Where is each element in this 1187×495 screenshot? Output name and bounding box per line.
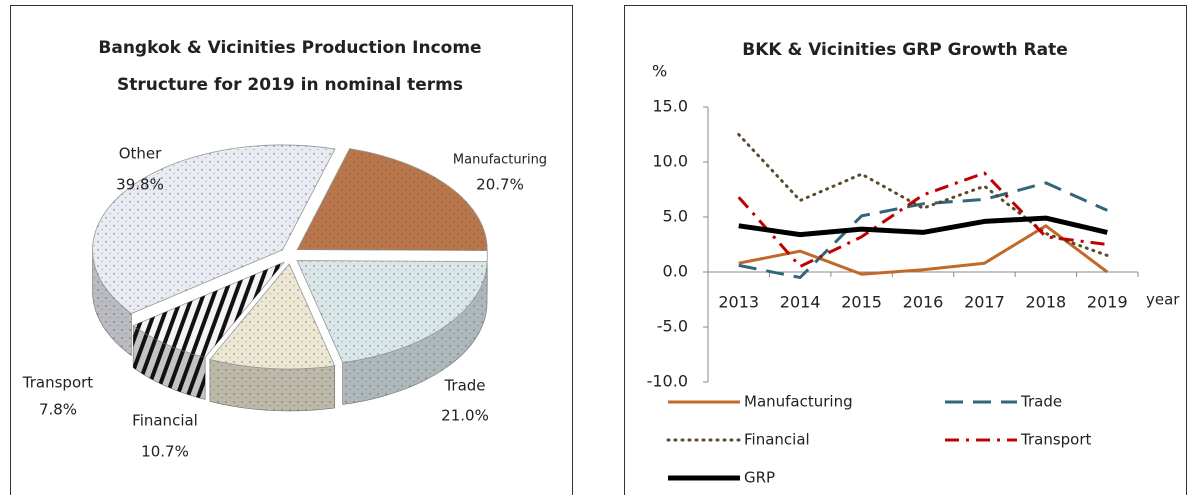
pie-value-label: 7.8% [39, 401, 77, 419]
x-axis-label: year [1146, 291, 1180, 309]
pie-slice-texture [297, 260, 488, 363]
pie-label: Transport [22, 374, 94, 392]
y-tick-label: -5.0 [657, 317, 688, 336]
x-tick-label: 2019 [1087, 293, 1128, 312]
series-line [738, 224, 1109, 276]
pie-side-texture [209, 359, 335, 411]
pie-value-label: 20.7% [476, 176, 524, 194]
series-line [737, 133, 1109, 257]
x-tick-label: 2014 [780, 293, 821, 312]
legend-label: Transport [1020, 431, 1092, 449]
left-frame [10, 5, 573, 495]
pie-title: Structure for 2019 in nominal terms [117, 75, 463, 95]
pie-side-texture [92, 249, 132, 356]
pie-slice-texture [133, 262, 285, 358]
x-tick-label: 2016 [903, 293, 944, 312]
y-tick-label: 15.0 [652, 97, 688, 116]
pie-label: Trade [443, 377, 485, 395]
pie-side-texture [133, 325, 206, 400]
pie-slice-texture [209, 263, 335, 369]
pie-side-texture [342, 261, 488, 405]
pie-label: Financial [132, 412, 198, 430]
right-frame [624, 5, 1187, 495]
x-tick-label: 2015 [841, 293, 882, 312]
line-title: BKK & Vicinities GRP Growth Rate [742, 40, 1068, 60]
series-line [738, 215, 1108, 238]
x-tick-label: 2013 [718, 293, 759, 312]
pie-label: Manufacturing [453, 153, 547, 168]
pie-value-label: 10.7% [141, 443, 189, 461]
pie-value-label: 21.0% [441, 407, 489, 425]
pie-value-label: 39.8% [116, 176, 164, 194]
pie-label: Other [119, 145, 162, 163]
legend-label: Trade [1020, 393, 1062, 411]
legend-label: GRP [744, 469, 775, 487]
y-tick-label: -10.0 [647, 372, 688, 391]
y-tick-label: 5.0 [663, 207, 688, 226]
y-tick-label: 0.0 [663, 262, 688, 281]
y-axis-label: % [652, 62, 667, 81]
x-tick-label: 2018 [1025, 293, 1066, 312]
y-tick-label: 10.0 [652, 152, 688, 171]
legend-label: Financial [744, 431, 810, 449]
pie-slice-texture [297, 148, 488, 251]
legend-label: Manufacturing [744, 393, 853, 411]
series-line [738, 181, 1108, 279]
pie-title: Bangkok & Vicinities Production Income [98, 38, 481, 58]
x-tick-label: 2017 [964, 293, 1005, 312]
pie-slice-texture [92, 144, 335, 314]
